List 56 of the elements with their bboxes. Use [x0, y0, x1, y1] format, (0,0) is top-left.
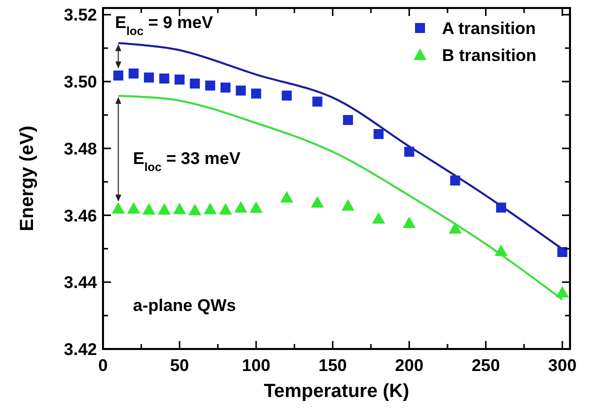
point — [205, 80, 216, 91]
y-tick-label: 3.44 — [64, 273, 98, 292]
point — [112, 202, 125, 214]
annotation: a-plane QWs — [133, 296, 236, 315]
legend-label: A transition — [442, 19, 536, 38]
point — [251, 88, 262, 99]
point — [173, 202, 186, 214]
y-tick-label: 3.50 — [64, 72, 97, 92]
point — [310, 196, 324, 208]
y-tick-label: 3.46 — [64, 206, 97, 226]
point — [234, 201, 248, 213]
point — [557, 247, 568, 258]
point — [142, 203, 156, 215]
x-axis-title: Temperature (K) — [264, 381, 410, 402]
annotation: E$_{loc}$ = 33 meV — [133, 149, 242, 174]
point — [402, 216, 416, 228]
point — [448, 222, 462, 234]
point — [280, 191, 294, 203]
annotation: E$_{loc}$ = 9 meV — [115, 13, 214, 38]
point — [174, 74, 185, 85]
point — [190, 78, 200, 89]
point — [450, 176, 460, 186]
point — [496, 202, 506, 213]
point — [556, 286, 569, 298]
point — [144, 72, 154, 83]
point — [342, 114, 353, 125]
point — [159, 74, 170, 84]
point — [282, 90, 292, 101]
y-tick-label: 3.48 — [64, 139, 97, 158]
x-tick-label: 100 — [242, 356, 270, 375]
point — [374, 129, 384, 140]
point — [127, 202, 140, 214]
x-tick-label: 200 — [395, 356, 424, 375]
point — [494, 244, 508, 256]
x-tick-label: 300 — [548, 356, 577, 375]
point — [204, 202, 217, 214]
x-tick-label: 50 — [170, 356, 190, 375]
point — [220, 82, 230, 93]
point — [128, 68, 139, 79]
point — [236, 86, 246, 96]
point — [158, 203, 171, 215]
point — [218, 203, 232, 215]
x-tick-label: 0 — [98, 356, 108, 375]
point — [312, 96, 322, 107]
point — [188, 204, 202, 216]
y-tick-label: 3.52 — [64, 6, 97, 25]
legend-label: B transition — [442, 46, 536, 65]
x-tick-label: 150 — [318, 356, 347, 375]
point — [404, 146, 414, 157]
y-axis-title: Energy (eV) — [17, 126, 38, 232]
point — [113, 70, 124, 81]
point — [372, 212, 386, 224]
point — [341, 199, 354, 211]
point — [250, 201, 263, 213]
x-tick-label: 250 — [472, 356, 500, 375]
y-tick-label: 3.42 — [64, 340, 97, 359]
